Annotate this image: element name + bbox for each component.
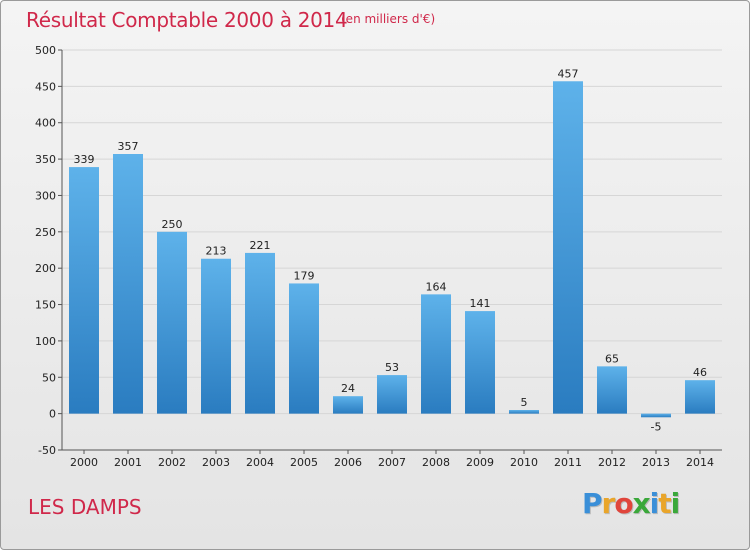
value-label: 339 — [74, 153, 95, 166]
value-label: 46 — [693, 366, 707, 379]
x-tick-label: 2014 — [686, 456, 714, 469]
y-tick-label: 150 — [35, 299, 56, 312]
value-label: 357 — [118, 140, 139, 153]
y-tick-label: 500 — [35, 44, 56, 57]
bar — [553, 81, 583, 414]
x-tick-label: 2000 — [70, 456, 98, 469]
bar — [377, 375, 407, 414]
chart-title: Résultat Comptable 2000 à 2014 — [26, 8, 348, 32]
value-label: 164 — [426, 280, 447, 293]
y-tick-label: 200 — [35, 262, 56, 275]
value-label: 141 — [470, 297, 491, 310]
logo-letter: r — [601, 487, 616, 520]
x-tick-label: 2007 — [378, 456, 406, 469]
bars — [69, 81, 715, 418]
y-tick-label: 100 — [35, 335, 56, 348]
bar — [245, 252, 275, 414]
axes — [58, 49, 722, 454]
x-tick-label: 2006 — [334, 456, 362, 469]
y-tick-label: 250 — [35, 226, 56, 239]
bar — [69, 167, 99, 414]
proxiti-logo: Proxiti — [582, 487, 681, 520]
bar — [113, 154, 143, 414]
x-tick-label: 2010 — [510, 456, 538, 469]
y-tick-label: 400 — [35, 117, 56, 130]
x-tick-label: 2001 — [114, 456, 142, 469]
bar — [333, 396, 363, 414]
bar — [641, 413, 671, 418]
value-label: 179 — [294, 269, 315, 282]
x-tick-label: 2013 — [642, 456, 670, 469]
value-label: 65 — [605, 352, 619, 365]
y-tick-label: 350 — [35, 153, 56, 166]
chart-subtitle: (en milliers d'€) — [341, 12, 436, 26]
logo-letter: P — [582, 487, 603, 520]
value-label: 213 — [206, 245, 227, 258]
value-label: 250 — [162, 218, 183, 231]
value-label: 457 — [558, 67, 579, 80]
bar — [289, 283, 319, 414]
value-label: 5 — [521, 396, 528, 409]
x-tick-label: 2003 — [202, 456, 230, 469]
x-tick-label: 2004 — [246, 456, 274, 469]
bar — [157, 231, 187, 414]
tick-labels: -50 0 50 100 150 200 250 300 350 400 450 500 2000 200… — [35, 44, 714, 469]
bar — [685, 380, 715, 414]
y-tick-label: 50 — [42, 371, 56, 384]
value-labels: 339 357 250 213 221 179 24 53 164 141 5 457 65 -5 46 — [74, 67, 708, 433]
y-tick-label: 300 — [35, 189, 56, 202]
logo-letter: x — [632, 487, 651, 520]
y-tick-label: 450 — [35, 80, 56, 93]
bar — [597, 366, 627, 414]
x-tick-label: 2012 — [598, 456, 626, 469]
x-tick-label: 2008 — [422, 456, 450, 469]
value-label: -5 — [651, 420, 662, 433]
commune-name: LES DAMPS — [28, 495, 142, 519]
bar — [465, 311, 495, 414]
logo-letter: i — [649, 487, 660, 520]
y-tick-label: 0 — [49, 408, 56, 421]
bar — [509, 410, 539, 414]
value-label: 24 — [341, 382, 355, 395]
bar — [421, 294, 451, 414]
x-tick-label: 2011 — [554, 456, 582, 469]
x-tick-label: 2002 — [158, 456, 186, 469]
logo-letter: o — [614, 487, 633, 520]
bar — [201, 258, 231, 414]
y-tick-label: -50 — [38, 444, 56, 457]
logo-letter: i — [670, 487, 681, 520]
x-tick-label: 2005 — [290, 456, 318, 469]
x-tick-label: 2009 — [466, 456, 494, 469]
value-label: 53 — [385, 361, 399, 374]
value-label: 221 — [250, 239, 271, 252]
logo-letter: t — [658, 487, 671, 520]
